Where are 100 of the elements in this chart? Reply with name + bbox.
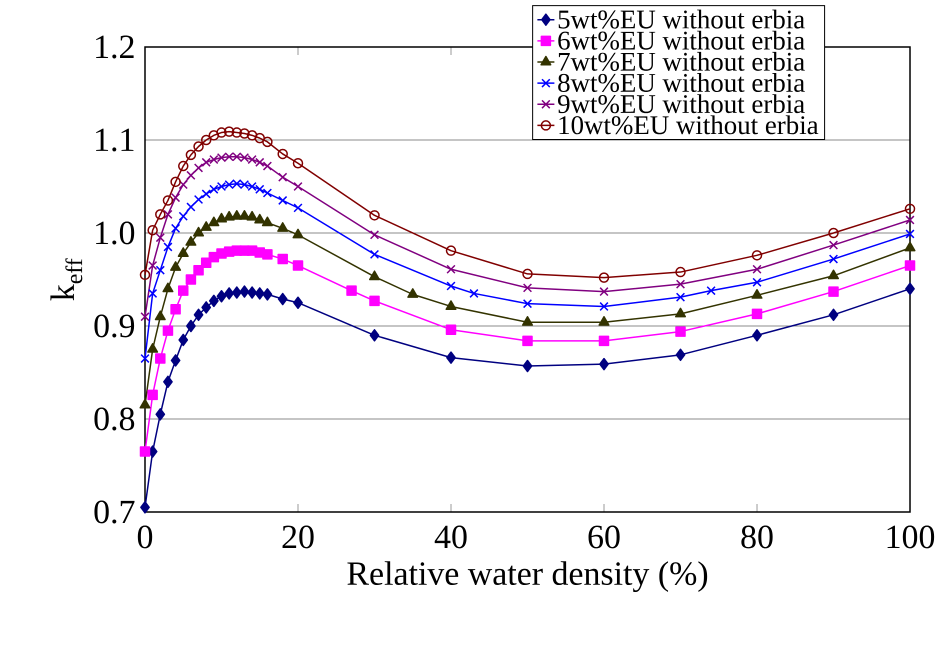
point <box>522 336 533 346</box>
y-tick-label: 0.9 <box>94 314 134 338</box>
point <box>194 163 204 173</box>
point <box>676 292 686 302</box>
point <box>216 212 228 223</box>
point <box>246 130 258 141</box>
point <box>170 176 181 188</box>
point <box>178 180 188 190</box>
point <box>751 289 763 299</box>
point <box>254 132 265 144</box>
point <box>208 130 220 141</box>
point <box>178 285 188 296</box>
y-tick-label: 1.2 <box>96 36 134 58</box>
point <box>170 193 180 202</box>
point <box>216 127 227 138</box>
point <box>178 160 188 172</box>
point <box>178 212 188 221</box>
point <box>224 287 234 300</box>
point <box>445 300 457 310</box>
point <box>202 189 211 199</box>
point <box>446 281 456 291</box>
point <box>186 150 196 160</box>
point <box>194 308 204 322</box>
point <box>186 170 196 180</box>
point <box>676 280 686 289</box>
point <box>185 236 196 246</box>
point <box>370 329 380 342</box>
point <box>147 224 158 236</box>
point <box>254 287 265 300</box>
point <box>369 296 380 306</box>
point <box>369 210 380 221</box>
point <box>208 216 220 226</box>
point <box>828 270 840 280</box>
y-tick-label: 1.0 <box>96 221 134 245</box>
point <box>676 348 686 362</box>
point <box>370 230 380 240</box>
legend-label: 8wt%EU without erbia <box>558 73 805 92</box>
point <box>140 354 150 364</box>
point <box>163 210 173 220</box>
point <box>140 312 150 322</box>
point <box>598 272 610 283</box>
point <box>598 336 610 346</box>
legend-label: 10wt%EU without erbia <box>559 115 818 134</box>
point <box>262 288 272 301</box>
point <box>522 360 532 372</box>
point <box>178 334 188 346</box>
y-tick-label: 0.8 <box>94 407 134 431</box>
x-tick-label: 60 <box>588 526 620 548</box>
point <box>170 354 180 367</box>
legend-label: 6wt%EU without erbia <box>558 30 805 50</box>
point <box>178 247 189 257</box>
point <box>752 329 762 342</box>
point <box>193 264 204 276</box>
point <box>231 210 242 220</box>
point <box>674 308 686 318</box>
point <box>752 278 762 287</box>
point <box>828 308 838 322</box>
legend-label: 7wt%EU without erbia <box>558 52 805 71</box>
point <box>675 266 686 278</box>
point <box>239 128 250 139</box>
point <box>278 196 288 206</box>
y-tick-label: 1.1 <box>96 128 134 152</box>
point <box>446 245 456 256</box>
point <box>238 210 250 220</box>
point <box>752 250 762 261</box>
point <box>194 194 204 204</box>
point <box>905 229 915 239</box>
point <box>156 233 165 242</box>
point <box>522 268 533 280</box>
point <box>154 310 166 320</box>
x-tick-label: 0 <box>138 526 152 548</box>
point <box>370 250 380 260</box>
point <box>446 264 456 274</box>
point <box>293 203 303 213</box>
point <box>170 261 182 271</box>
point <box>346 285 357 296</box>
point <box>262 249 273 260</box>
point <box>246 210 258 221</box>
point <box>828 240 838 250</box>
point <box>148 288 158 298</box>
x-axis-title: Relative water density (%) <box>347 561 708 592</box>
point <box>828 228 839 238</box>
point <box>446 351 456 364</box>
point <box>155 408 166 421</box>
point <box>752 264 762 274</box>
point <box>247 286 257 299</box>
legend-label: 9wt%EU without erbia <box>558 94 805 114</box>
y-axis-title: k$_{eff}$ <box>50 258 82 301</box>
legend-label: 5wt%EU without erbia <box>558 10 805 29</box>
point <box>904 260 916 271</box>
point <box>599 358 609 370</box>
point <box>139 398 151 409</box>
point <box>186 274 196 285</box>
point <box>904 204 916 214</box>
point <box>706 286 716 296</box>
point <box>163 376 173 388</box>
point <box>208 294 219 308</box>
point <box>277 254 288 264</box>
point <box>522 316 534 326</box>
point <box>170 304 181 315</box>
